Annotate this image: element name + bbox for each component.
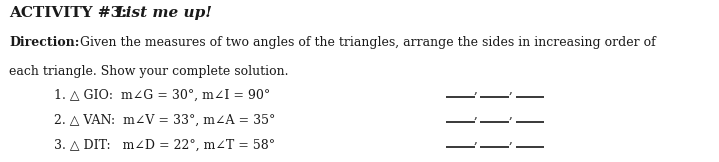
Text: Given the measures of two angles of the triangles, arrange the sides in increasi: Given the measures of two angles of the … [76,36,656,49]
Text: 1. △ GIO:  m∠G = 30°, m∠I = 90°: 1. △ GIO: m∠G = 30°, m∠I = 90° [54,88,270,101]
Text: ,: , [473,133,477,146]
Text: ,: , [508,158,512,162]
Text: ,: , [508,133,512,146]
Text: ,: , [508,83,512,96]
Text: Direction:: Direction: [9,36,80,49]
Text: ,: , [473,158,477,162]
Text: ,: , [508,108,512,121]
Text: ,: , [473,108,477,121]
Text: 3. △ DIT:   m∠D = 22°, m∠T = 58°: 3. △ DIT: m∠D = 22°, m∠T = 58° [54,139,275,151]
Text: ACTIVITY #3:: ACTIVITY #3: [9,6,138,20]
Text: 2. △ VAN:  m∠V = 33°, m∠A = 35°: 2. △ VAN: m∠V = 33°, m∠A = 35° [54,113,275,126]
Text: List me up!: List me up! [116,6,213,20]
Text: ,: , [473,83,477,96]
Text: each triangle. Show your complete solution.: each triangle. Show your complete soluti… [9,65,289,78]
